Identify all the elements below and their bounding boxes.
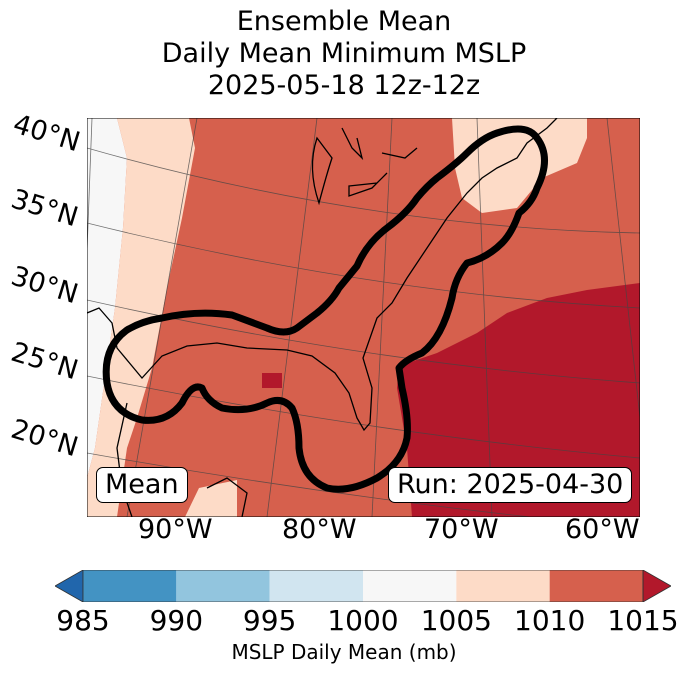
lon-label-90w: 90°W [138,514,213,545]
colorbar-bin-985-990 [83,570,177,602]
colorbar-bin-990-995 [176,570,270,602]
colorbar-extend-high [642,570,671,602]
colorbar-tick-1010: 1010 [514,604,586,637]
colorbar-bin-1000-1005 [363,570,457,602]
title-line-1: Ensemble Mean [236,6,452,37]
title-line-3: 2025-05-18 12z-12z [207,70,481,101]
title-line-2: Daily Mean Minimum MSLP [161,38,527,69]
colorbar-bin-1005-1010 [456,570,550,602]
colorbar [55,570,671,602]
lon-label-60w: 60°W [565,514,640,545]
colorbar-tick-995: 995 [242,604,297,637]
mslp-contour [102,125,548,493]
region-1015-atlantic [397,283,640,517]
colorbar-bin-995-1000 [269,570,363,602]
lon-label-80w: 80°W [282,514,357,545]
colorbar-tick-990: 990 [149,604,204,637]
lat-label-30n: 30°N [7,260,82,311]
colorbar-tick-1005: 1005 [420,604,492,637]
region-1015-gulf-patch [262,373,282,388]
region-1000-1005 [87,118,127,478]
lat-label-35n: 35°N [7,183,82,234]
colorbar-extend-low [55,570,84,602]
colorbar-tick-1000: 1000 [327,604,399,637]
lat-label-20n: 20°N [7,413,82,464]
region-1005-1010-sw [185,480,237,517]
colorbar-bin-1010-1015 [549,570,643,602]
run-date-label: Run: 2025-04-30 [388,467,633,503]
mean-label: Mean [96,467,188,503]
lat-label-40n: 40°N [9,108,84,159]
lon-label-70w: 70°W [424,514,499,545]
region-1005-1010-west [87,118,195,517]
map-panel [87,118,640,517]
colorbar-tick-985: 985 [56,604,110,637]
colorbar-label: MSLP Daily Mean (mb) [231,640,457,664]
graticule [87,118,640,517]
colorbar-tick-1015: 1015 [607,604,679,637]
lat-label-25n: 25°N [7,336,82,387]
